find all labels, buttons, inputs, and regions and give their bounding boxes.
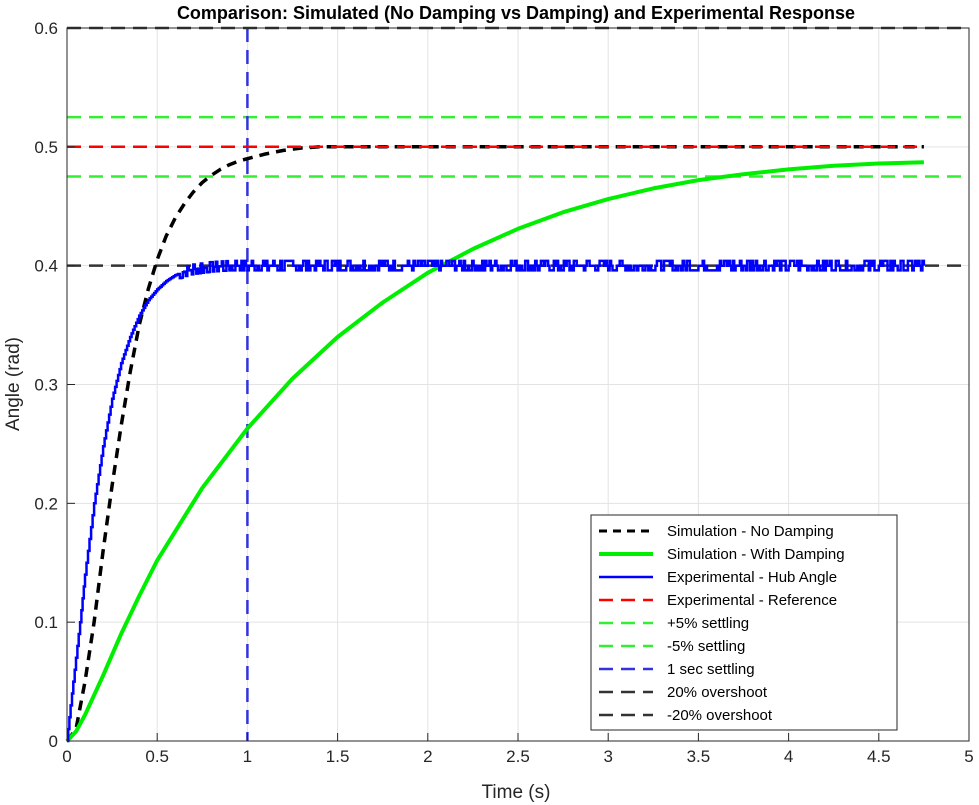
x-tick-label: 4.5 — [867, 747, 891, 766]
x-tick-label: 1 — [243, 747, 252, 766]
series-with-damping — [65, 160, 924, 743]
y-axis-label: Angle (rad) — [3, 337, 24, 431]
x-tick-label: 3 — [603, 747, 612, 766]
x-tick-label: 1.5 — [326, 747, 350, 766]
series-experimental-hub-angle — [66, 259, 926, 743]
legend-label: Simulation - With Damping — [667, 546, 845, 563]
legend-label: +5% settling — [667, 615, 749, 632]
y-tick-label: 0.1 — [34, 613, 58, 632]
legend: Simulation - No Damping Simulation - With… — [590, 514, 898, 731]
y-tick-label: 0 — [49, 732, 58, 751]
series-no-damping — [65, 145, 924, 743]
series-lines — [65, 145, 926, 743]
legend-label: 20% overshoot — [667, 684, 768, 701]
legend-label: -20% overshoot — [667, 707, 773, 724]
legend-label: -5% settling — [667, 638, 745, 655]
legend-label: Experimental - Hub Angle — [667, 569, 837, 586]
x-tick-label: 0 — [62, 747, 71, 766]
x-tick-label: 2 — [423, 747, 432, 766]
legend-label: Simulation - No Damping — [667, 523, 834, 540]
x-axis-label: Time (s) — [482, 782, 551, 803]
legend-box — [590, 514, 898, 731]
chart-title: Comparison: Simulated (No Damping vs Dam… — [177, 3, 855, 23]
y-tick-label: 0.6 — [34, 19, 58, 38]
x-tick-label: 2.5 — [506, 747, 530, 766]
x-tick-label: 5 — [964, 747, 973, 766]
axis-ticks: 0 0.5 1 1.5 2 2.5 3 3.5 4 4.5 5 0 0.1 0.2 0.3 0.4 0.5 0.6 — [34, 19, 973, 766]
y-tick-label: 0.2 — [34, 494, 58, 513]
x-tick-label: 4 — [784, 747, 793, 766]
y-tick-label: 0.3 — [34, 376, 58, 395]
legend-label: Experimental - Reference — [667, 592, 837, 609]
x-tick-label: 0.5 — [145, 747, 169, 766]
y-tick-label: 0.5 — [34, 138, 58, 157]
x-tick-label: 3.5 — [687, 747, 711, 766]
legend-label: 1 sec settling — [667, 661, 755, 678]
y-tick-label: 0.4 — [34, 257, 58, 276]
